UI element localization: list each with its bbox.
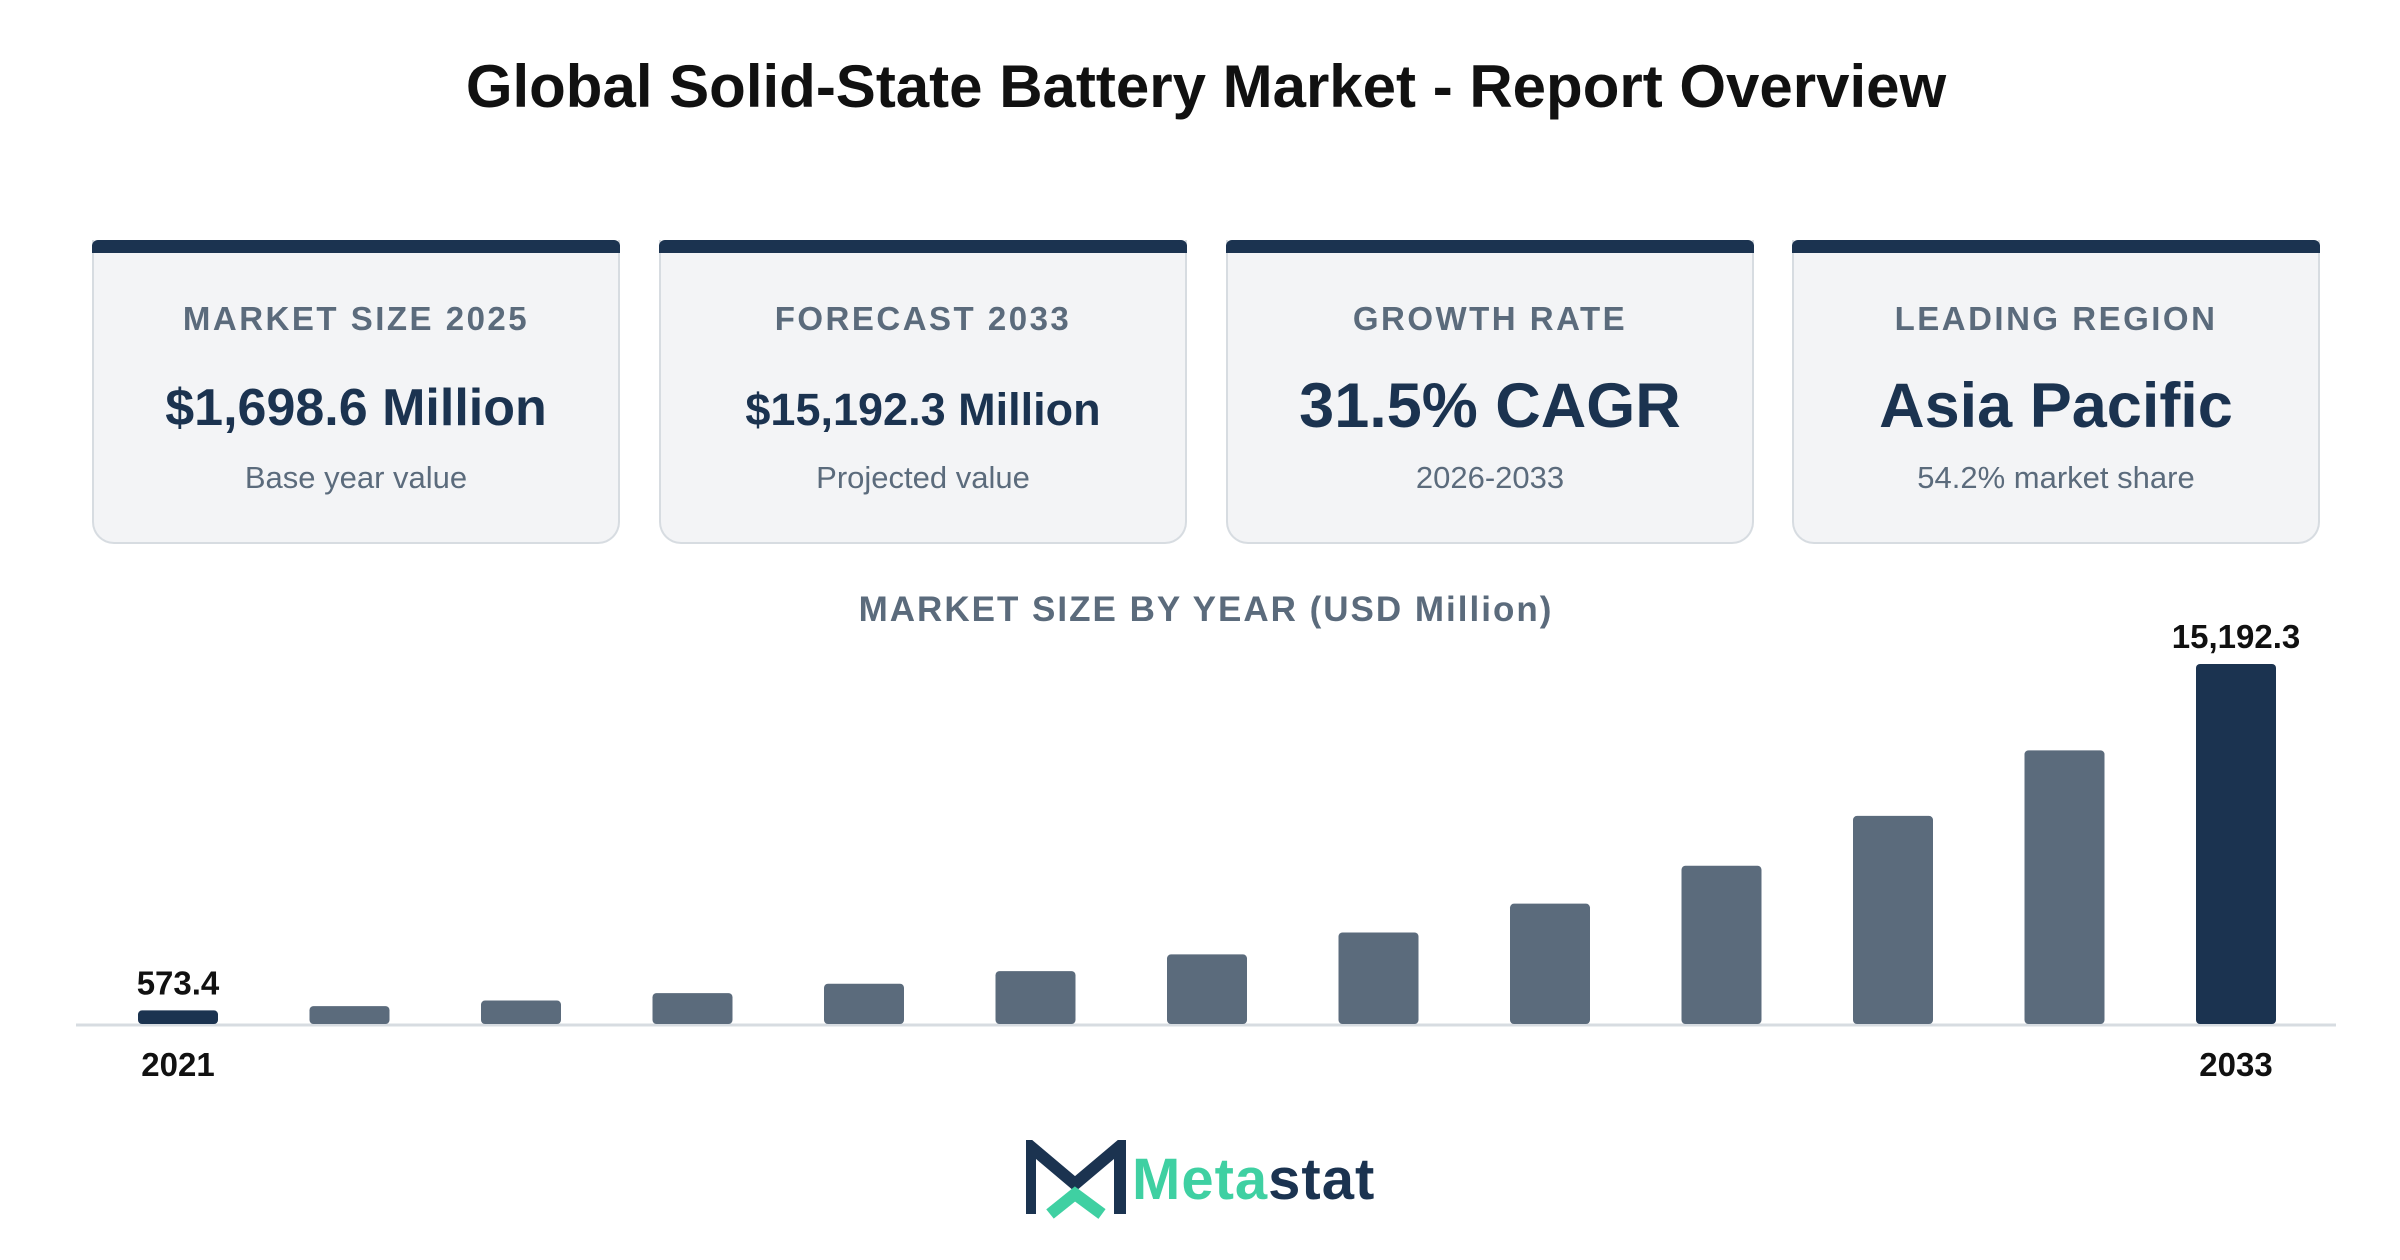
bar-2030 (1681, 865, 1762, 1024)
bar-2025 (824, 983, 904, 1024)
card-value: 31.5% CAGR (1299, 371, 1681, 441)
data-label-2021: 573.4 (137, 964, 220, 1001)
tick-label-2021: 2021 (141, 1046, 214, 1083)
bar-2028 (1338, 932, 1419, 1024)
card-subtitle: Base year value (244, 460, 468, 495)
chart-title: MARKET SIZE BY YEAR (USD Million) (858, 590, 1554, 629)
bar-2031 (1853, 815, 1933, 1024)
card-label: GROWTH RATE (1352, 300, 1628, 337)
metastat-logo: Metastat (1026, 1140, 1396, 1220)
page-title: Global Solid-State Battery Market - Repo… (465, 53, 1947, 120)
bar-2021 (138, 1010, 218, 1024)
logo-text-meta: Meta (1132, 1147, 1269, 1212)
card-label: MARKET SIZE 2025 (182, 300, 530, 337)
bar-2023 (481, 1000, 561, 1024)
bar-2032 (2024, 750, 2105, 1024)
bar-2026 (995, 971, 1076, 1024)
bar-2024 (652, 993, 733, 1024)
card-label: LEADING REGION (1894, 300, 2218, 337)
bar-2033 (2196, 664, 2276, 1024)
card-forecast: FORECAST 2033 $15,192.3 Million Projecte… (659, 240, 1187, 544)
card-value: $15,192.3 Million (745, 384, 1101, 435)
card-leading-region: LEADING REGION Asia Pacific 54.2% market… (1792, 240, 2320, 544)
market-size-bar-chart: 573.4 2021 15,192.3 2033 (76, 618, 2336, 1083)
tick-label-2033: 2033 (2199, 1046, 2272, 1083)
card-value: $1,698.6 Million (165, 379, 547, 437)
logo-wordmark: Metastat (1132, 1146, 1375, 1213)
card-subtitle: Projected value (816, 460, 1030, 495)
bar-2029 (1510, 903, 1590, 1024)
card-market-size: MARKET SIZE 2025 $1,698.6 Million Base y… (92, 240, 620, 544)
data-label-2033: 15,192.3 (2172, 618, 2300, 655)
summary-cards: MARKET SIZE 2025 $1,698.6 Million Base y… (92, 240, 2320, 544)
card-subtitle: 54.2% market share (1917, 460, 2195, 495)
bar-2022 (309, 1006, 390, 1024)
card-value: Asia Pacific (1879, 371, 2233, 441)
card-growth-rate: GROWTH RATE 31.5% CAGR 2026-2033 (1226, 240, 1754, 544)
metastat-logo-icon (1026, 1140, 1126, 1219)
bar-2027 (1167, 954, 1247, 1024)
card-label: FORECAST 2033 (774, 300, 1072, 337)
logo-text-stat: stat (1268, 1147, 1376, 1212)
card-subtitle: 2026-2033 (1415, 460, 1565, 495)
